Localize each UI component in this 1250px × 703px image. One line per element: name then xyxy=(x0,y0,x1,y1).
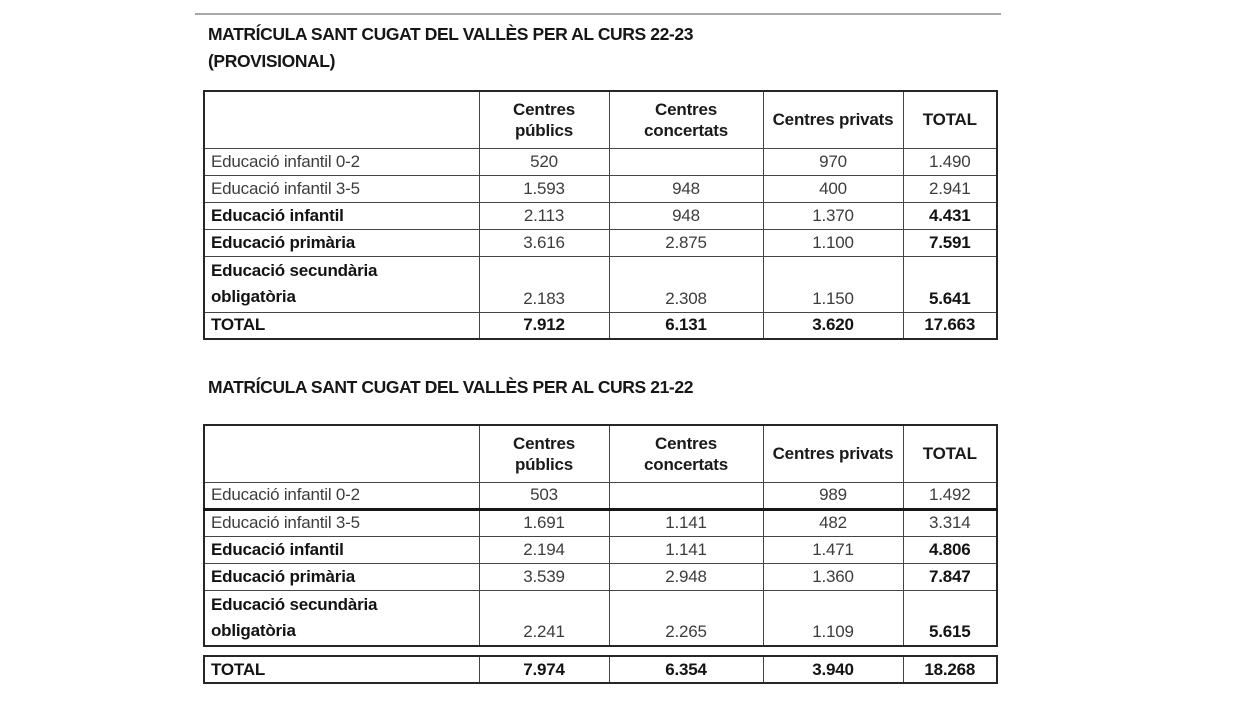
value-concertats: 1.141 xyxy=(608,508,764,537)
row-label: Educació primària xyxy=(203,228,480,257)
page-top-rule xyxy=(195,13,1001,15)
value-total: 1.490 xyxy=(902,147,998,176)
table-title-21-22: MATRÍCULA SANT CUGAT DEL VALLÈS PER AL C… xyxy=(208,374,693,401)
header-total: TOTAL xyxy=(902,424,998,483)
value-concertats: 2.308 xyxy=(608,255,764,313)
value-total: 1.492 xyxy=(902,481,998,511)
value-publics: 1.593 xyxy=(478,174,610,203)
value-concertats: 948 xyxy=(608,174,764,203)
table-row: Educació secundària obligatòria 2.241 2.… xyxy=(203,589,998,647)
value-publics: 3.539 xyxy=(478,562,610,591)
value-privats: 1.109 xyxy=(762,589,904,647)
value-total: 3.314 xyxy=(902,508,998,537)
title-line-1: MATRÍCULA SANT CUGAT DEL VALLÈS PER AL C… xyxy=(208,377,694,397)
value-privats: 400 xyxy=(762,174,904,203)
value-privats: 1.360 xyxy=(762,562,904,591)
value-total: 4.806 xyxy=(902,535,998,564)
value-total: 7.847 xyxy=(902,562,998,591)
value-total: 7.591 xyxy=(902,228,998,257)
table-row: Educació infantil 2.113 948 1.370 4.431 xyxy=(203,201,998,230)
row-label: Educació primària xyxy=(203,562,480,591)
value-privats: 1.150 xyxy=(762,255,904,313)
value-concertats: 948 xyxy=(608,201,764,230)
table-row: Educació infantil 0-2 520 970 1.490 xyxy=(203,147,998,176)
value-total: 5.641 xyxy=(902,255,998,313)
header-centres-publics: Centres públics xyxy=(478,90,610,149)
value-concertats: 6.354 xyxy=(608,655,764,684)
value-publics: 503 xyxy=(478,481,610,511)
header-centres-privats: Centres privats xyxy=(762,424,904,483)
header-centres-concertats: Centres concertats xyxy=(608,90,764,149)
header-row: Centres públics Centres concertats Centr… xyxy=(203,424,998,483)
value-publics: 2.183 xyxy=(478,255,610,313)
row-label: TOTAL xyxy=(203,655,480,684)
total-row: TOTAL 7.974 6.354 3.940 18.268 xyxy=(203,655,998,684)
value-total: 17.663 xyxy=(902,311,998,340)
table-row: Educació primària 3.539 2.948 1.360 7.84… xyxy=(203,562,998,591)
table-row: Educació secundària obligatòria 2.183 2.… xyxy=(203,255,998,313)
table-row: Educació primària 3.616 2.875 1.100 7.59… xyxy=(203,228,998,257)
table-row: Educació infantil 3-5 1.593 948 400 2.94… xyxy=(203,174,998,203)
value-publics: 1.691 xyxy=(478,508,610,537)
header-centres-privats: Centres privats xyxy=(762,90,904,149)
value-concertats xyxy=(608,147,764,176)
title-line-1: MATRÍCULA SANT CUGAT DEL VALLÈS PER AL C… xyxy=(208,24,694,44)
value-privats: 1.471 xyxy=(762,535,904,564)
value-publics: 520 xyxy=(478,147,610,176)
value-privats: 989 xyxy=(762,481,904,511)
enrollment-table-22-23: Centres públics Centres concertats Centr… xyxy=(203,90,998,340)
value-privats: 482 xyxy=(762,508,904,537)
header-empty xyxy=(203,424,480,483)
row-label: Educació secundària obligatòria xyxy=(203,255,480,313)
value-total: 5.615 xyxy=(902,589,998,647)
total-row: TOTAL 7.912 6.131 3.620 17.663 xyxy=(203,311,998,340)
value-concertats: 2.265 xyxy=(608,589,764,647)
row-label: Educació infantil 0-2 xyxy=(203,147,480,176)
value-concertats: 2.875 xyxy=(608,228,764,257)
row-label: Educació infantil 0-2 xyxy=(203,481,480,511)
value-privats: 970 xyxy=(762,147,904,176)
enrollment-table-21-22: Centres públics Centres concertats Centr… xyxy=(203,424,998,647)
value-publics: 3.616 xyxy=(478,228,610,257)
row-label: Educació secundària obligatòria xyxy=(203,589,480,647)
row-label: Educació infantil 3-5 xyxy=(203,174,480,203)
header-centres-publics: Centres públics xyxy=(478,424,610,483)
value-concertats xyxy=(608,481,764,511)
value-publics: 2.241 xyxy=(478,589,610,647)
value-total: 2.941 xyxy=(902,174,998,203)
value-total: 18.268 xyxy=(902,655,998,684)
table-title-22-23: MATRÍCULA SANT CUGAT DEL VALLÈS PER AL C… xyxy=(208,21,693,75)
value-privats: 1.100 xyxy=(762,228,904,257)
table-row: Educació infantil 0-2 503 989 1.492 xyxy=(203,481,998,511)
header-total: TOTAL xyxy=(902,90,998,149)
value-privats: 3.940 xyxy=(762,655,904,684)
row-label: Educació infantil xyxy=(203,201,480,230)
header-row: Centres públics Centres concertats Centr… xyxy=(203,90,998,149)
value-privats: 1.370 xyxy=(762,201,904,230)
value-publics: 2.194 xyxy=(478,535,610,564)
value-privats: 3.620 xyxy=(762,311,904,340)
enrollment-table-21-22-total-row: TOTAL 7.974 6.354 3.940 18.268 xyxy=(203,655,998,684)
value-concertats: 6.131 xyxy=(608,311,764,340)
table-row: Educació infantil 3-5 1.691 1.141 482 3.… xyxy=(203,508,998,537)
header-centres-concertats: Centres concertats xyxy=(608,424,764,483)
value-total: 4.431 xyxy=(902,201,998,230)
value-publics: 2.113 xyxy=(478,201,610,230)
title-line-2: (PROVISIONAL) xyxy=(208,51,336,71)
value-concertats: 2.948 xyxy=(608,562,764,591)
value-publics: 7.912 xyxy=(478,311,610,340)
table-row: Educació infantil 2.194 1.141 1.471 4.80… xyxy=(203,535,998,564)
header-empty xyxy=(203,90,480,149)
value-publics: 7.974 xyxy=(478,655,610,684)
row-label: Educació infantil 3-5 xyxy=(203,508,480,537)
row-label: Educació infantil xyxy=(203,535,480,564)
row-label: TOTAL xyxy=(203,311,480,340)
value-concertats: 1.141 xyxy=(608,535,764,564)
